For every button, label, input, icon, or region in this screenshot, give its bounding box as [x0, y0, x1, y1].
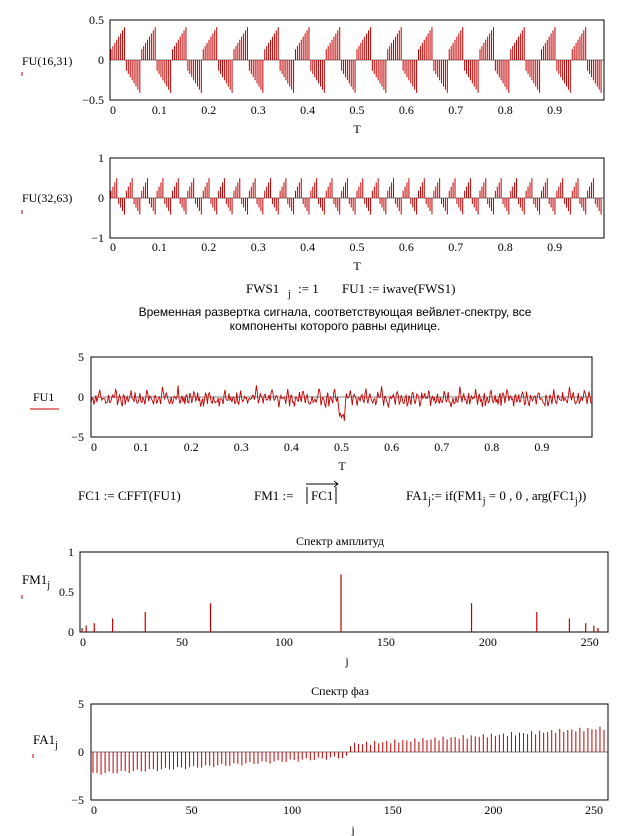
xtick-label: 0.1 [152, 103, 167, 117]
ytick-label: 0 [98, 53, 104, 67]
phase-bars [92, 726, 605, 775]
xtick-label: 0.9 [547, 103, 562, 117]
xtick-label: 0.7 [448, 103, 463, 117]
signal-trace [110, 178, 602, 215]
plot-frame [79, 551, 609, 633]
formula-fws1-rhs: := 1 [298, 281, 319, 296]
xtick-label: 0.3 [251, 240, 266, 254]
chart-title: Спектр фаз [311, 684, 369, 698]
ytick-label: 1 [98, 151, 104, 165]
xtick-label: 200 [479, 635, 497, 649]
xtick-label: 50 [186, 803, 198, 817]
chart-fm1[interactable]: Спектр амплитуд 1 0.5 0 0 50 100 150 200 250 … [21, 534, 609, 668]
formula-fm1-arg: FC1 [311, 488, 333, 503]
xtick-label: 0.8 [498, 103, 513, 117]
xtick-label: 0 [110, 240, 116, 254]
ytick-label: 1 [68, 545, 74, 559]
x-axis-label: j [344, 654, 348, 668]
ytick-label: −5 [71, 793, 84, 807]
chart-title: Спектр амплитуд [296, 534, 384, 548]
xtick-label: 200 [484, 803, 502, 817]
ytick-label: −1 [91, 231, 104, 245]
xtick-label: 0.9 [547, 240, 562, 254]
y-axis-label: FA1j [33, 732, 58, 751]
ytick-label: 5 [78, 350, 84, 364]
xtick-label: 0.8 [484, 440, 499, 454]
formula-fws1-lhs: FWS1 [246, 281, 279, 296]
signal-trace [110, 27, 602, 93]
ytick-label: 0.5 [59, 585, 74, 599]
xtick-label: 0.3 [234, 440, 249, 454]
formula-fa1[interactable]: FA1j:= if(FM1j = 0 , 0 , arg(FC1j)) [406, 488, 586, 507]
xtick-label: 100 [283, 803, 301, 817]
xtick-label: 0.7 [448, 240, 463, 254]
ytick-label: 5 [78, 697, 84, 711]
xtick-label: 0.6 [399, 103, 414, 117]
xtick-label: 0.1 [134, 440, 149, 454]
xtick-label: 150 [384, 803, 402, 817]
x-axis-label: T [353, 259, 361, 273]
xtick-label: 0 [91, 803, 97, 817]
xtick-label: 250 [585, 803, 603, 817]
ytick-label: −0.5 [82, 93, 104, 107]
caption-text: Временная развертка сигнала, соответству… [138, 305, 532, 333]
xtick-label: 250 [581, 635, 599, 649]
vectorize-arrow-head [333, 480, 339, 488]
formula-fws1[interactable]: FWS1 j := 1 [246, 281, 319, 300]
xtick-label: 0.4 [284, 440, 299, 454]
y-axis-label: FU1 [33, 390, 54, 404]
chart-fu1[interactable]: 5 0 −5 0 0.1 0.2 0.3 0.4 0.5 0.6 0.7 0.8 0.9 T FU… [30, 350, 593, 473]
chart-fu16[interactable]: 0.5 0 −0.5 0 0.1 0.2 0.3 0.4 0.5 0.6 0.7 0.8 0.9 … [21, 13, 605, 136]
ytick-label: 0 [78, 745, 84, 759]
xtick-label: 100 [275, 635, 293, 649]
ytick-label: 0 [68, 625, 74, 639]
amplitude-bars [81, 574, 599, 632]
ytick-label: −5 [71, 430, 84, 444]
formula-fws1-sub: j [287, 289, 291, 300]
xtick-label: 0.2 [201, 103, 216, 117]
xtick-label: 0.1 [152, 240, 167, 254]
xtick-label: 0.2 [184, 440, 199, 454]
ytick-label: 0 [78, 390, 84, 404]
signal-trace [90, 385, 592, 421]
y-axis-label: FU(32,63) [22, 191, 72, 205]
xtick-label: 0.2 [201, 240, 216, 254]
xtick-label: 0.5 [350, 240, 365, 254]
chart-fa1[interactable]: Спектр фаз 5 0 −5 0 50 100 150 200 250 j FA1j [32, 684, 609, 836]
xtick-label: 0.8 [498, 240, 513, 254]
xtick-label: 50 [176, 635, 188, 649]
y-axis-label: FM1j [22, 572, 50, 591]
y-axis-label: FU(16,31) [22, 54, 72, 68]
xtick-label: 0.4 [300, 240, 315, 254]
xtick-label: 0 [91, 440, 97, 454]
xtick-label: 0 [80, 635, 86, 649]
xtick-label: 150 [377, 635, 395, 649]
ytick-label: 0 [98, 191, 104, 205]
x-axis-label: T [338, 459, 346, 473]
formula-fa1-text: FA1j:= if(FM1j = 0 , 0 , arg(FC1j)) [406, 488, 586, 507]
xtick-label: 0.7 [434, 440, 449, 454]
xtick-label: 0.3 [251, 103, 266, 117]
ytick-label: 0.5 [89, 13, 104, 27]
xtick-label: 0.6 [399, 240, 414, 254]
formula-fc1-def[interactable]: FC1 := CFFT(FU1) [78, 488, 181, 503]
xtick-label: 0.6 [384, 440, 399, 454]
x-axis-label: T [353, 122, 361, 136]
formula-fu1-def[interactable]: FU1 := iwave(FWS1) [342, 281, 456, 296]
xtick-label: 0.5 [350, 103, 365, 117]
chart-fu32[interactable]: 1 0 −1 0 0.1 0.2 0.3 0.4 0.5 0.6 0.7 0.8 0.9 T FU… [21, 151, 605, 273]
x-axis-label: j [350, 823, 354, 836]
xtick-label: 0.5 [334, 440, 349, 454]
xtick-label: 0 [110, 103, 116, 117]
xtick-label: 0.9 [534, 440, 549, 454]
formula-fm1[interactable]: FM1 := FC1 [254, 480, 339, 504]
formula-fm1-lhs: FM1 := [254, 488, 293, 503]
xtick-label: 0.4 [300, 103, 315, 117]
